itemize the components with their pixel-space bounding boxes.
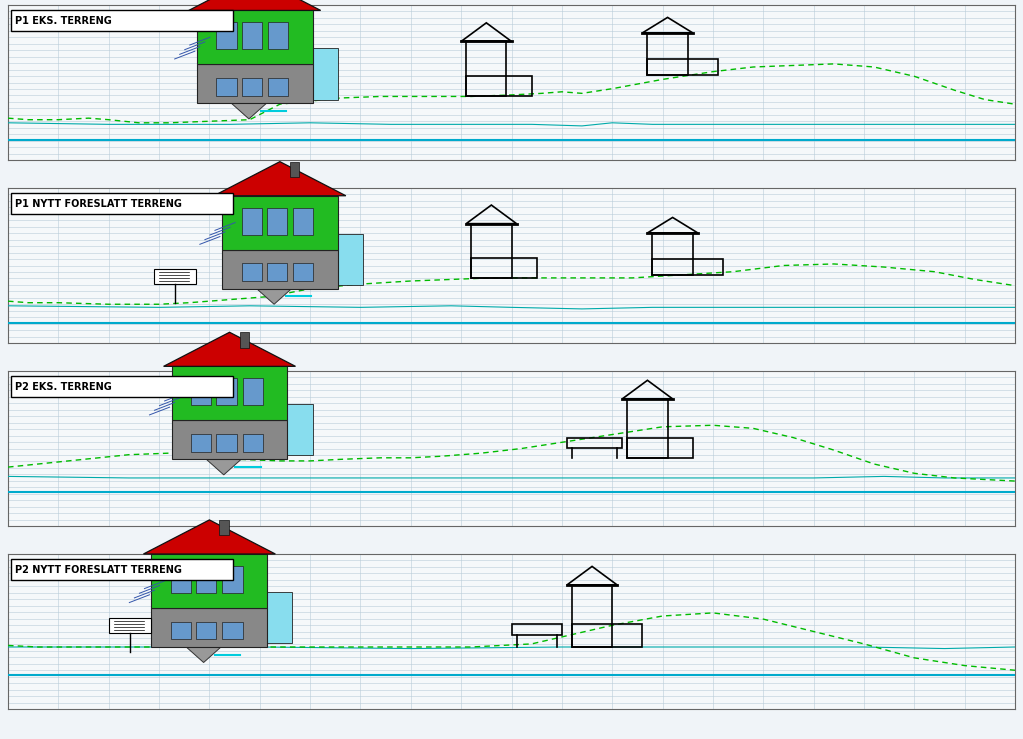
Text: P2 EKS. TERRENG: P2 EKS. TERRENG xyxy=(15,382,112,392)
Bar xyxy=(222,566,242,593)
Polygon shape xyxy=(257,289,292,304)
Bar xyxy=(653,259,723,275)
Text: P2 NYTT FORESLATT TERRENG: P2 NYTT FORESLATT TERRENG xyxy=(15,565,182,575)
Bar xyxy=(217,22,236,50)
Polygon shape xyxy=(207,460,241,475)
Bar xyxy=(466,75,532,95)
Text: P1 NYTT FORESLATT TERRENG: P1 NYTT FORESLATT TERRENG xyxy=(15,200,182,209)
Bar xyxy=(567,437,622,448)
Bar xyxy=(287,404,313,455)
Bar xyxy=(653,233,693,275)
Polygon shape xyxy=(214,162,346,196)
Bar xyxy=(239,333,249,347)
Bar xyxy=(267,263,286,281)
Bar xyxy=(242,378,263,405)
Bar xyxy=(241,263,262,281)
Polygon shape xyxy=(189,0,320,10)
Bar xyxy=(290,162,299,177)
Bar xyxy=(191,378,212,405)
Bar xyxy=(267,208,286,234)
Bar xyxy=(151,554,267,608)
Bar xyxy=(627,437,693,457)
Bar xyxy=(512,624,562,636)
Bar xyxy=(11,375,232,398)
Polygon shape xyxy=(143,520,275,554)
Bar xyxy=(267,592,293,643)
Bar xyxy=(108,618,151,633)
Bar xyxy=(472,258,537,278)
Bar xyxy=(171,621,191,639)
Bar xyxy=(222,196,338,250)
Polygon shape xyxy=(164,333,296,367)
Bar xyxy=(313,48,338,100)
Bar xyxy=(293,263,313,281)
Bar xyxy=(217,378,236,405)
Bar xyxy=(196,621,217,639)
Polygon shape xyxy=(186,647,221,662)
Bar xyxy=(222,621,242,639)
Bar xyxy=(217,434,236,452)
Bar xyxy=(242,434,263,452)
Bar xyxy=(191,434,212,452)
Bar xyxy=(196,64,313,103)
Bar xyxy=(268,22,287,50)
Bar xyxy=(151,608,267,647)
Bar xyxy=(172,420,287,460)
Bar xyxy=(241,22,262,50)
Bar xyxy=(171,566,191,593)
Bar xyxy=(241,208,262,234)
Bar xyxy=(241,78,262,95)
Bar xyxy=(572,624,642,647)
Bar xyxy=(196,10,313,64)
Bar xyxy=(293,208,313,234)
Bar xyxy=(648,59,718,75)
Bar xyxy=(268,78,287,95)
Bar xyxy=(466,41,506,95)
Bar xyxy=(172,367,287,420)
Bar xyxy=(648,33,687,75)
Bar xyxy=(627,399,668,457)
Bar xyxy=(338,234,363,285)
Bar xyxy=(11,559,232,580)
Bar xyxy=(196,566,217,593)
Bar xyxy=(220,520,228,535)
Bar xyxy=(217,78,236,95)
Bar xyxy=(11,193,232,214)
Bar xyxy=(11,10,232,31)
Bar xyxy=(222,250,338,289)
Bar xyxy=(154,268,196,284)
Text: P1 EKS. TERRENG: P1 EKS. TERRENG xyxy=(15,16,112,27)
Bar xyxy=(572,585,612,647)
Bar xyxy=(472,224,512,278)
Polygon shape xyxy=(231,103,266,119)
